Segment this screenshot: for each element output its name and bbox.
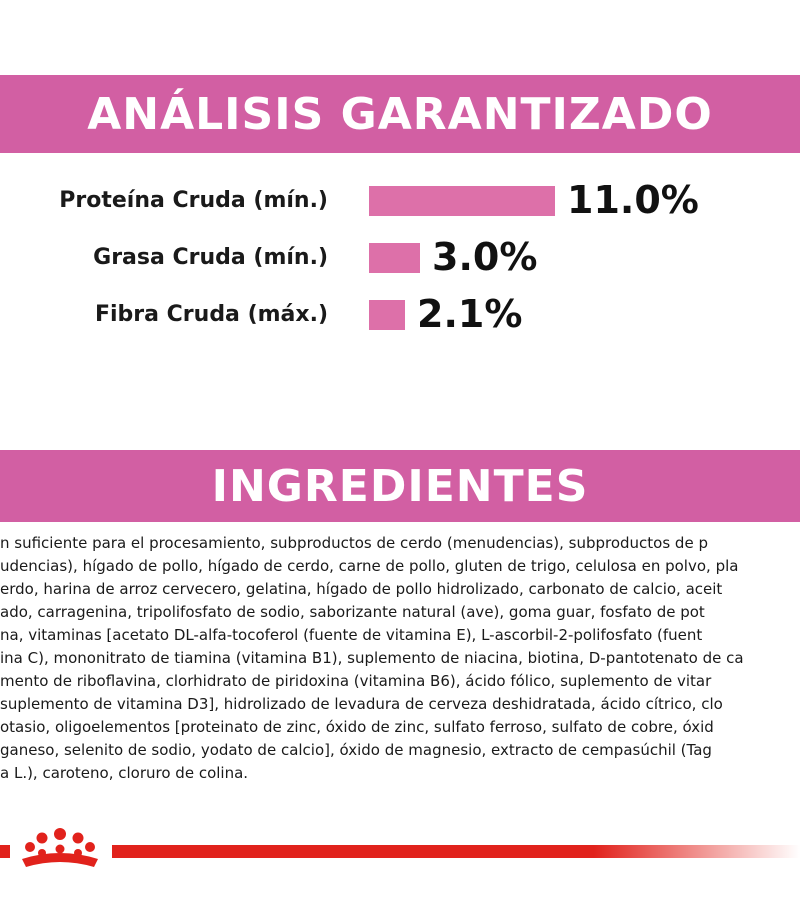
nutrient-value: 11.0% (567, 178, 699, 222)
ingredients-line: suplemento de vitamina D3], hidrolizado … (0, 695, 723, 713)
nutrient-label: Proteína Cruda (mín.) (59, 188, 328, 213)
analysis-title: ANÁLISIS GARANTIZADO (87, 88, 713, 140)
analysis-row: Proteína Cruda (mín.) 11.0% (0, 178, 800, 224)
ingredients-line: erdo, harina de arroz cervecero, gelatin… (0, 580, 723, 598)
ingredients-line: mento de riboflavina, clorhidrato de pir… (0, 672, 712, 690)
ingredients-line: otasio, oligoelementos [proteinato de zi… (0, 718, 714, 736)
nutrient-bar (369, 186, 555, 216)
ingredients-line: udencias), hígado de pollo, hígado de ce… (0, 557, 739, 575)
nutrient-label: Fibra Cruda (máx.) (94, 302, 328, 327)
ingredients-line: a L.), caroteno, cloruro de colina. (0, 764, 249, 782)
analysis-banner: ANÁLISIS GARANTIZADO (0, 75, 800, 153)
ingredients-line: n suficiente para el procesamiento, subp… (0, 534, 708, 552)
royal-crown-logo-icon (22, 828, 98, 867)
ingredients-title: INGREDIENTES (211, 460, 589, 512)
analysis-row: Fibra Cruda (máx.) 2.1% (0, 292, 800, 338)
ingredients-text: n suficiente para el procesamiento, subp… (0, 530, 800, 790)
ingredients-line: ina C), mononitrato de tiamina (vitamina… (0, 649, 744, 667)
nutrient-label: Grasa Cruda (mín.) (93, 245, 328, 270)
nutrient-bar (369, 243, 420, 273)
analysis-row: Grasa Cruda (mín.) 3.0% (0, 235, 800, 281)
ingredients-line: ganeso, selenito de sodio, yodato de cal… (0, 741, 712, 759)
nutrient-value: 2.1% (417, 292, 523, 336)
footer-rule-left (0, 845, 10, 858)
ingredients-banner: INGREDIENTES (0, 450, 800, 522)
nutrient-value: 3.0% (432, 235, 538, 279)
ingredients-line: na, vitaminas [acetato DL-alfa-tocoferol… (0, 626, 703, 644)
ingredients-line: ado, carragenina, tripolifosfato de sodi… (0, 603, 705, 621)
nutrient-bar (369, 300, 405, 330)
footer-rule (112, 845, 800, 858)
